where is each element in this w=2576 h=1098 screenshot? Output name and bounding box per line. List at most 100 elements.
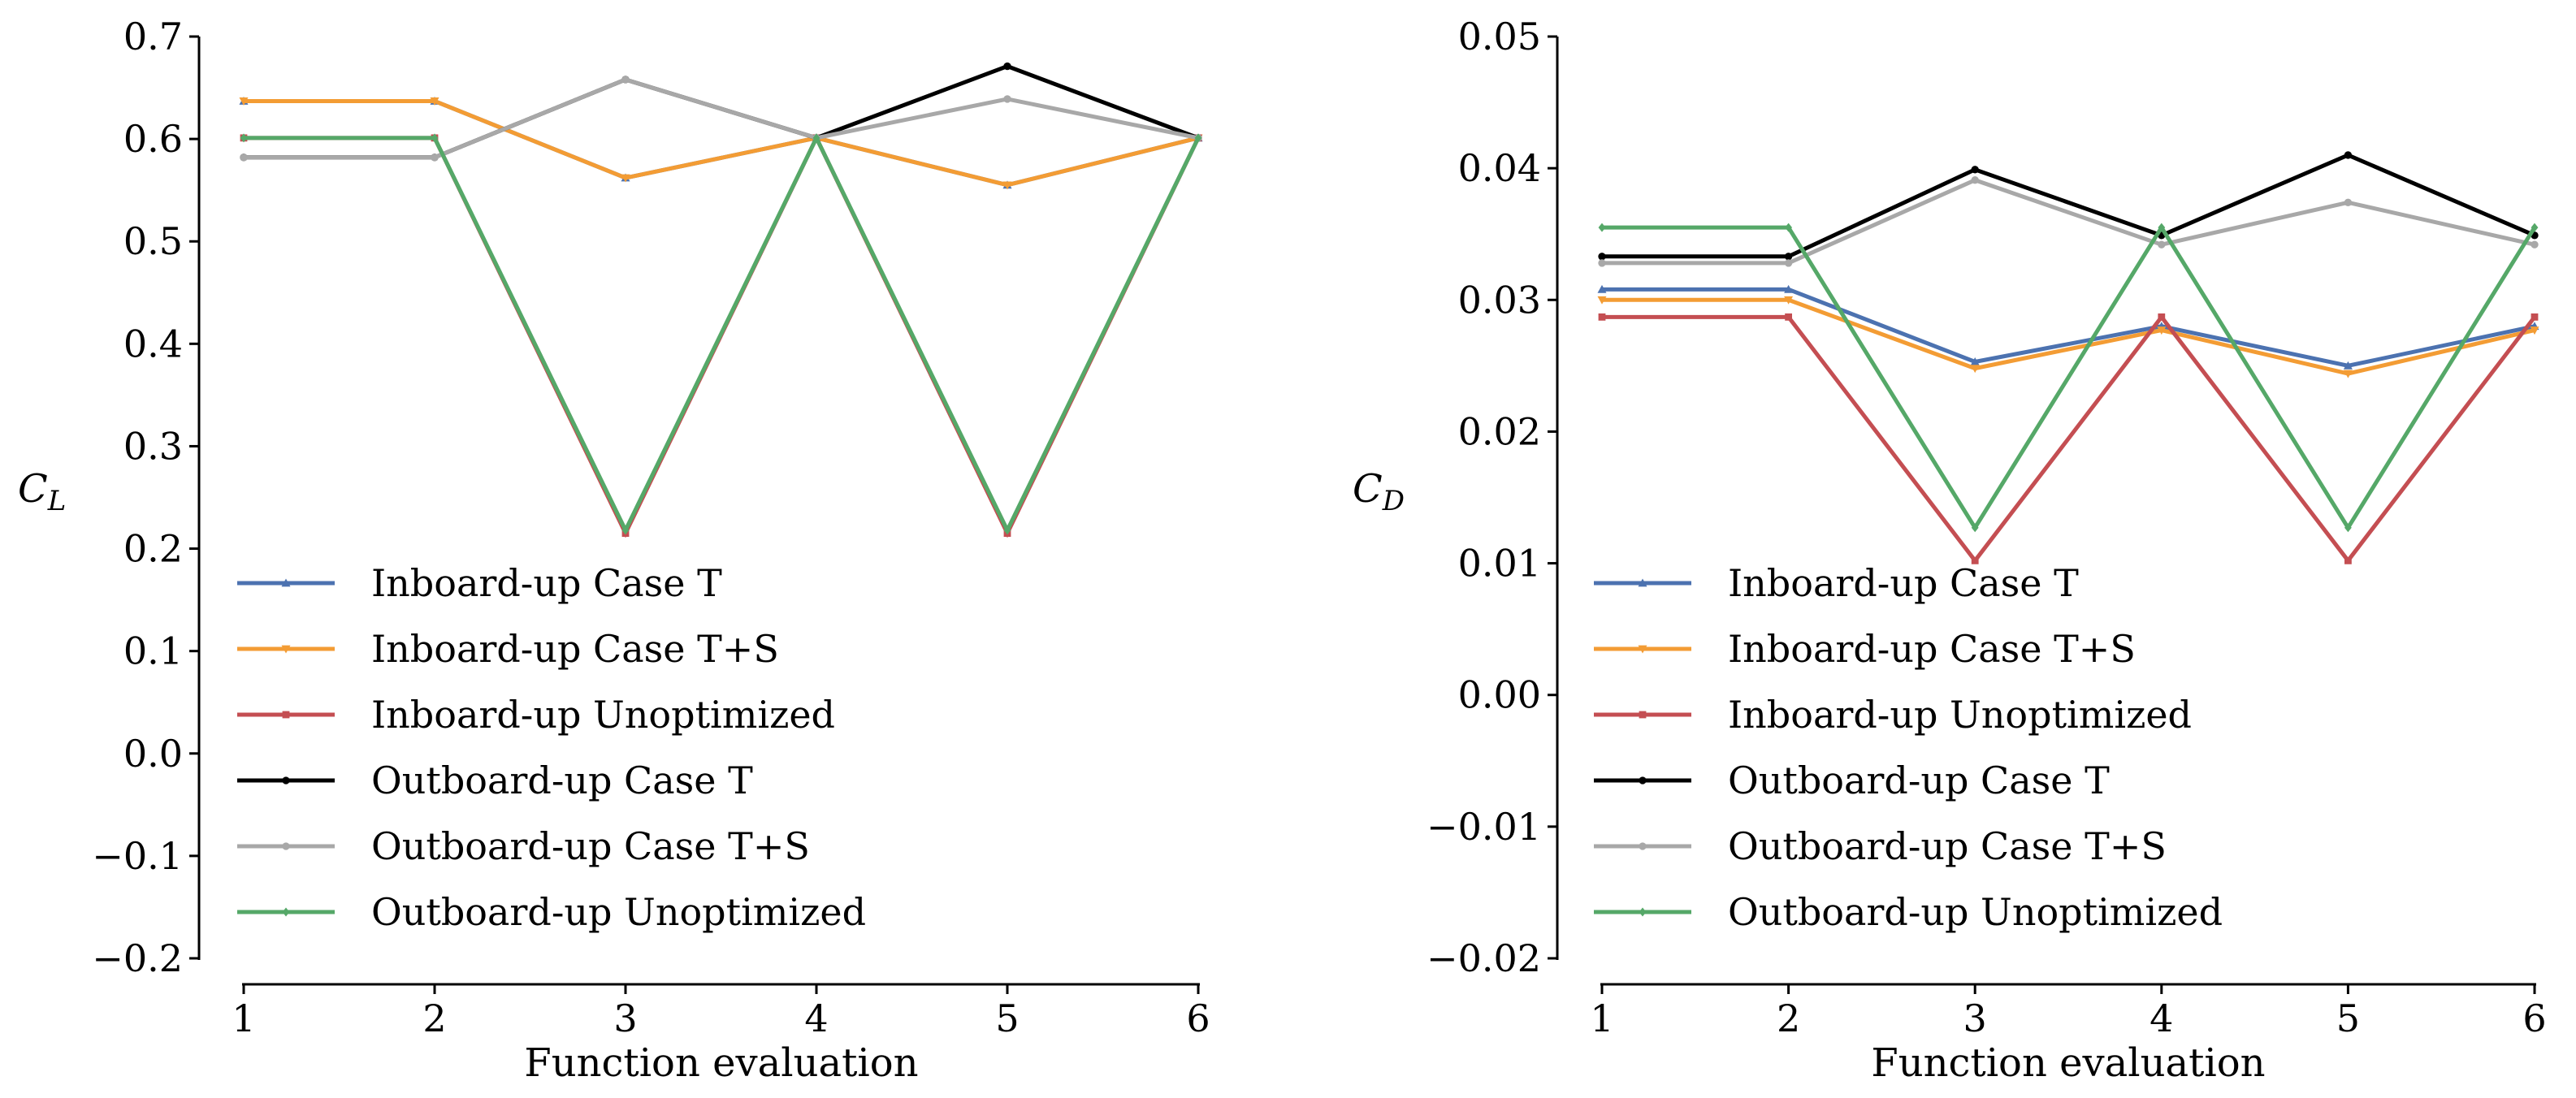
cd-legend-label-0: Inboard-up Case T [1728,561,2079,605]
cd-x-axis-title: Function evaluation [1871,1040,2265,1086]
cd-data-point-0 [2343,361,2353,370]
cl-y-tick-label: 0.5 [123,219,183,263]
cd-data-point-2 [2531,313,2539,321]
cd-data-point-4 [1971,176,1979,184]
cd-legend-label-5: Outboard-up Unoptimized [1728,890,2223,934]
cl-y-tick-label: 0.4 [123,322,183,365]
cl-y-tick-label: 0.0 [123,732,183,776]
cd-data-point-2 [1598,313,1606,321]
cd-data-point-2 [1785,313,1792,321]
cl-data-point-4 [431,153,439,162]
cl-data-point-5 [431,133,439,143]
cd-x-tick-label: 5 [2336,996,2360,1040]
cl-legend-label-3: Outboard-up Case T [371,759,753,802]
cd-y-tick-label: −0.02 [1427,936,1541,980]
cl-x-tick-label: 2 [422,996,446,1040]
cl-legend-label-1: Inboard-up Case T+S [371,627,779,671]
cl-legend-marker-0 [281,578,291,587]
cd-data-point-1 [2343,370,2353,378]
cl-series-line-5 [244,133,1201,535]
cd-data-point-1 [2157,326,2167,335]
cd-y-tick-label: 0.04 [1458,146,1541,190]
cd-legend-label-3: Outboard-up Case T [1728,759,2110,802]
cl-x-tick-label: 4 [804,996,828,1040]
cd-legend-marker-1 [1638,645,1647,654]
cd-y-tick-label: 0.00 [1458,673,1541,717]
cl-y-tick-label: −0.1 [92,834,183,878]
cl-data-point-3 [1003,62,1011,71]
cd-data-point-5 [1785,223,1792,232]
cd-data-point-5 [2158,223,2166,232]
cl-x-tick-label: 3 [613,996,637,1040]
cd-data-point-4 [1784,259,1793,267]
cl-data-point-1 [430,97,439,106]
cd-series-line-4 [1602,178,2535,266]
cd-series-line-3 [1602,153,2535,259]
cd-y-tick-label: 0.03 [1458,278,1541,322]
cl-data-point-1 [621,174,630,183]
cl-y-tick-label: 0.3 [123,424,183,468]
cd-legend-label-2: Inboard-up Unoptimized [1728,693,2192,737]
cd-data-point-2 [2158,313,2166,321]
cd-x-tick-label: 2 [1777,996,1800,1040]
cl-data-point-5 [240,133,248,143]
cd-data-point-1 [2530,326,2539,335]
cd-x-tick-label: 3 [1963,996,1987,1040]
cl-y-tick-label: −0.2 [92,936,183,980]
cl-data-point-4 [621,76,630,84]
cl-legend-label-0: Inboard-up Case T [371,561,722,605]
cl-data-point-5 [1194,133,1202,143]
cd-legend-marker-3 [1639,776,1647,785]
cl-legend-marker-1 [281,645,291,654]
cd-y-axis-title: CD [1353,466,1405,517]
cl-data-point-4 [1003,95,1011,103]
cl-x-tick-label: 5 [995,996,1019,1040]
cd-data-point-2 [2344,556,2352,564]
cd-data-point-4 [1598,259,1606,267]
cd-data-point-0 [1784,284,1794,293]
cl-x-tick-label: 6 [1186,996,1210,1040]
cd-data-point-5 [1971,523,1979,533]
cd-x-tick-label: 4 [2150,996,2173,1040]
cd-y-tick-label: −0.01 [1427,805,1541,849]
cd-data-point-3 [1784,253,1793,261]
cd-series-line-2 [1602,313,2536,564]
cd-series-line-5 [1602,223,2537,532]
cd-data-point-1 [1784,296,1794,305]
cl-legend-marker-4 [282,842,290,850]
cd-data-point-2 [1971,556,1979,564]
cd-data-point-4 [2344,198,2353,206]
cd-data-point-4 [2158,240,2166,249]
cd-y-tick-label: 0.05 [1458,15,1541,58]
cl-chart-panel: 0.7 0.6 0.5 0.4 0.3 0.2 0.1 0.0 −0.1 −0.2 1 2 3 4 5 6 Fu… [18,15,1210,1086]
cl-data-point-1 [1002,181,1012,190]
cl-y-tick-label: 0.1 [123,629,183,673]
cd-data-point-3 [2344,151,2353,159]
cl-data-point-4 [240,153,248,162]
cl-legend-label-5: Outboard-up Unoptimized [371,890,866,934]
cd-series-line-0 [1602,287,2535,368]
cd-x-tick-label: 6 [2522,996,2546,1040]
cd-legend-marker-4 [1639,842,1647,850]
cl-y-tick-label: 0.6 [123,117,183,161]
cd-legend-label-1: Inboard-up Case T+S [1728,627,2136,671]
cl-series-line-1 [244,98,1199,188]
cd-legend-marker-5 [1639,907,1647,917]
cd-data-point-4 [2531,240,2539,249]
cl-data-point-5 [621,525,630,535]
cl-legend-marker-3 [282,776,290,785]
cl-y-tick-label: 0.7 [123,15,183,58]
cl-legend-marker-2 [282,711,290,719]
cl-x-tick-label: 1 [232,996,255,1040]
cd-data-point-5 [2531,223,2539,232]
cd-data-point-0 [1597,284,1607,293]
cl-data-point-1 [239,97,249,106]
cl-legend-marker-5 [282,907,290,917]
cl-y-tick-label: 0.2 [123,527,183,571]
cd-legend-label-4: Outboard-up Case T+S [1728,824,2167,868]
cd-data-point-5 [2344,523,2352,533]
cd-data-point-1 [1970,365,1980,374]
cd-data-point-1 [1597,296,1607,305]
cd-legend-marker-0 [1638,578,1647,587]
